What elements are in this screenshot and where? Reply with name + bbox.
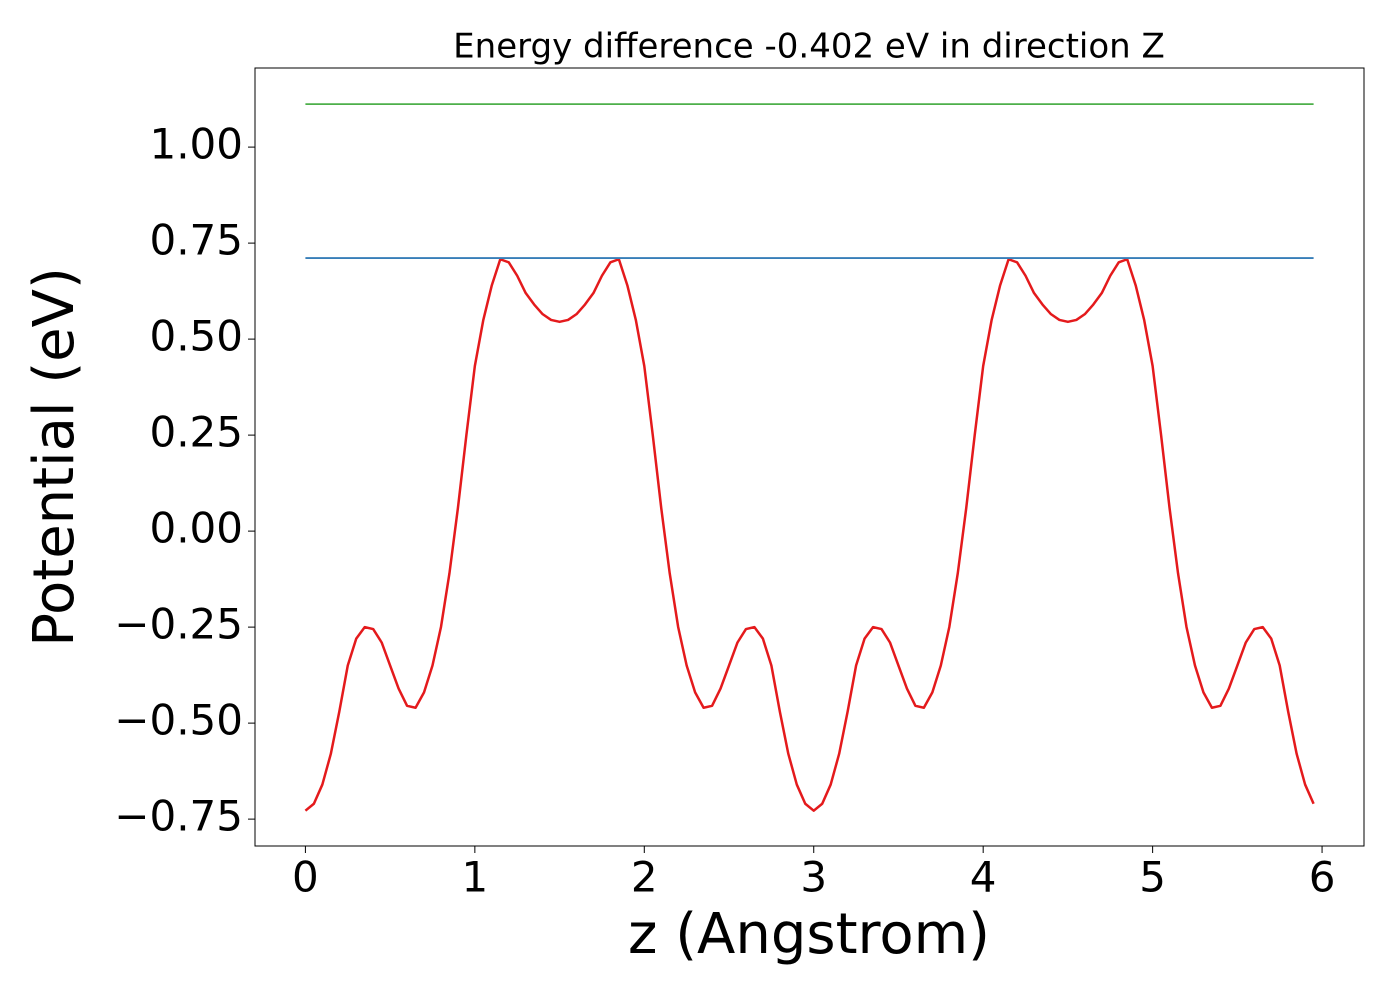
x-axis-label: z (Angstrom) [628, 902, 990, 967]
y-tick-label: −0.75 [114, 792, 243, 841]
x-tick-label: 4 [970, 853, 997, 902]
y-tick-label: 0.25 [149, 408, 243, 457]
x-tick-label: 0 [292, 853, 319, 902]
x-tick-label: 2 [631, 853, 658, 902]
y-tick-label: −0.25 [114, 600, 243, 649]
x-tick-label: 3 [800, 853, 827, 902]
plot-frame [254, 67, 1365, 847]
data-line [304, 257, 1315, 812]
y-axis-label: Potential (eV) [22, 267, 87, 647]
y-tick-label: 0.00 [149, 504, 243, 553]
x-tick-label: 6 [1309, 853, 1336, 902]
x-tick-label: 5 [1139, 853, 1166, 902]
y-tick-label: −0.50 [114, 696, 243, 745]
chart-title: Energy difference -0.402 eV in direction… [453, 27, 1165, 67]
y-tick-label: 0.50 [149, 312, 243, 361]
y-tick-label: 1.00 [149, 120, 243, 169]
x-tick-label: 1 [461, 853, 488, 902]
y-tick-label: 0.75 [149, 216, 243, 265]
